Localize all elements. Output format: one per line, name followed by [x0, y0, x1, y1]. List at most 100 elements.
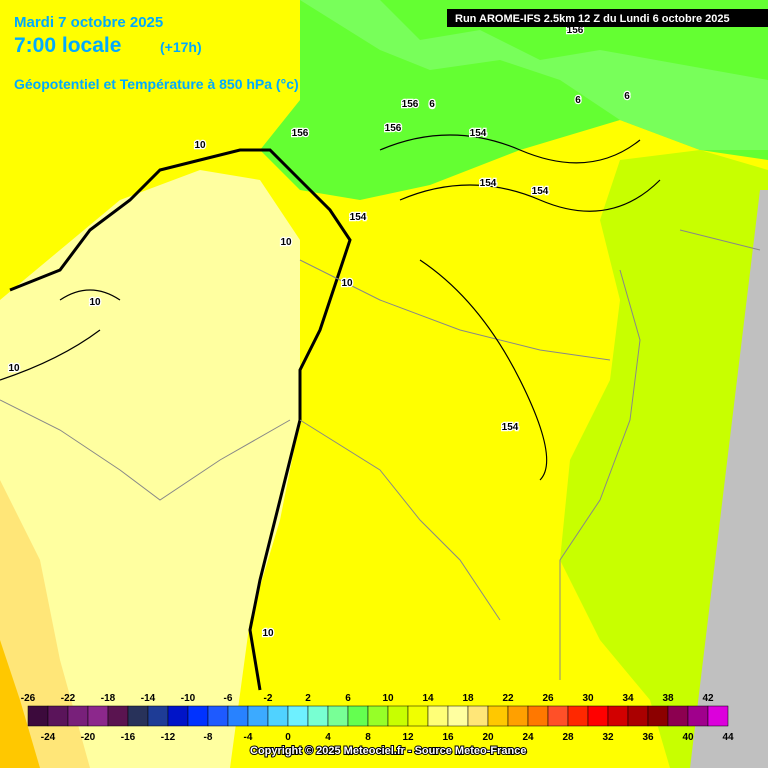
run-info: Run AROME-IFS 2.5km 12 Z du Lundi 6 octo…	[455, 13, 730, 25]
contour-label: 10	[8, 363, 20, 374]
contour-label: 154	[502, 422, 519, 433]
contour-label: 156	[292, 128, 309, 139]
legend-label: -24	[41, 732, 56, 743]
legend-swatch	[507, 705, 529, 727]
copyright: Copyright © 2025 Meteociel.fr - Source M…	[250, 745, 526, 757]
legend-swatch	[147, 705, 169, 727]
run-banner	[447, 9, 768, 27]
legend-swatch	[407, 705, 429, 727]
legend-label: 28	[562, 732, 574, 743]
legend-label: 34	[622, 693, 634, 704]
legend-label: -18	[101, 693, 116, 704]
legend-label: -2	[264, 693, 273, 704]
legend-swatch	[27, 705, 49, 727]
legend-label: 26	[542, 693, 554, 704]
legend-label: 6	[345, 693, 351, 704]
legend-swatch	[707, 705, 729, 727]
legend-label: 14	[422, 693, 434, 704]
legend-label: 0	[285, 732, 291, 743]
legend-label: -20	[81, 732, 96, 743]
no-data-area	[690, 190, 768, 768]
legend-swatch	[127, 705, 149, 727]
legend-label: -6	[224, 693, 233, 704]
legend-swatch	[687, 705, 709, 727]
legend-label: 44	[722, 732, 734, 743]
legend-swatch	[167, 705, 189, 727]
contour-label: 10	[194, 140, 206, 151]
contour-label: 6	[575, 95, 581, 106]
contour-label: 10	[341, 278, 353, 289]
legend-label: -8	[204, 732, 213, 743]
legend-swatch	[327, 705, 349, 727]
legend-swatch	[347, 705, 369, 727]
contour-label: 154	[480, 178, 497, 189]
legend-label: 16	[442, 732, 454, 743]
legend-swatch	[87, 705, 109, 727]
contour-label: 10	[262, 628, 274, 639]
legend-swatch	[387, 705, 409, 727]
legend-swatch	[227, 705, 249, 727]
legend-swatch	[307, 705, 329, 727]
legend-swatch	[527, 705, 549, 727]
legend-swatch	[647, 705, 669, 727]
temp-band-green	[300, 0, 768, 150]
contour-label: 10	[280, 237, 292, 248]
contour-label: 10	[89, 297, 101, 308]
legend-label: 20	[482, 732, 494, 743]
legend-swatch	[587, 705, 609, 727]
legend-label: 22	[502, 693, 514, 704]
legend-label: 4	[325, 732, 331, 743]
legend-label: 12	[402, 732, 414, 743]
contour-label: 6	[429, 100, 435, 111]
contour	[0, 134, 661, 481]
legend-label: -14	[141, 693, 156, 704]
legend-swatch	[667, 705, 689, 727]
legend-label: 18	[462, 693, 474, 704]
contour-label: 154	[470, 128, 487, 139]
legend-swatch	[627, 705, 649, 727]
contour-label: 156	[567, 25, 584, 36]
legend-swatch	[607, 705, 629, 727]
legend-swatch	[187, 705, 209, 727]
contour-label: 154	[350, 212, 367, 223]
legend-label: 10	[382, 693, 394, 704]
legend-swatch	[427, 705, 449, 727]
time: 7:00 locale	[14, 34, 121, 57]
legend-swatch	[567, 705, 589, 727]
legend-label: -10	[181, 693, 196, 704]
contour-label: 156	[402, 99, 419, 110]
legend-swatch	[267, 705, 289, 727]
legend-label: 2	[305, 693, 311, 704]
contour-label: 6	[429, 99, 435, 110]
legend-label: 8	[365, 732, 371, 743]
legend-label: 40	[682, 732, 694, 743]
legend-swatch	[67, 705, 89, 727]
temp-band-orange	[0, 480, 90, 768]
legend-swatch	[447, 705, 469, 727]
legend-swatch	[207, 705, 229, 727]
legend-swatch	[367, 705, 389, 727]
legend-label: -16	[121, 732, 136, 743]
legend-swatch	[107, 705, 129, 727]
contour-label: 156	[385, 123, 402, 134]
temp-band	[0, 0, 300, 120]
legend-label: 36	[642, 732, 654, 743]
border	[0, 229, 761, 680]
contour-label: 6	[624, 91, 630, 102]
legend-label: 42	[702, 693, 714, 704]
temp-band-orange	[0, 640, 40, 768]
legend-label: 32	[602, 732, 614, 743]
legend-label: -26	[21, 693, 36, 704]
legend-swatch	[467, 705, 489, 727]
legend-label: 30	[582, 693, 594, 704]
legend-swatch	[487, 705, 509, 727]
legend-swatch	[547, 705, 569, 727]
legend-label: -12	[161, 732, 176, 743]
legend-label: 24	[522, 732, 534, 743]
legend-swatch	[47, 705, 69, 727]
coastline	[9, 148, 352, 691]
legend-swatch	[287, 705, 309, 727]
parameter: Géopotentiel et Température à 850 hPa (°…	[14, 76, 299, 92]
legend-swatch	[247, 705, 269, 727]
legend-label: -22	[61, 693, 76, 704]
